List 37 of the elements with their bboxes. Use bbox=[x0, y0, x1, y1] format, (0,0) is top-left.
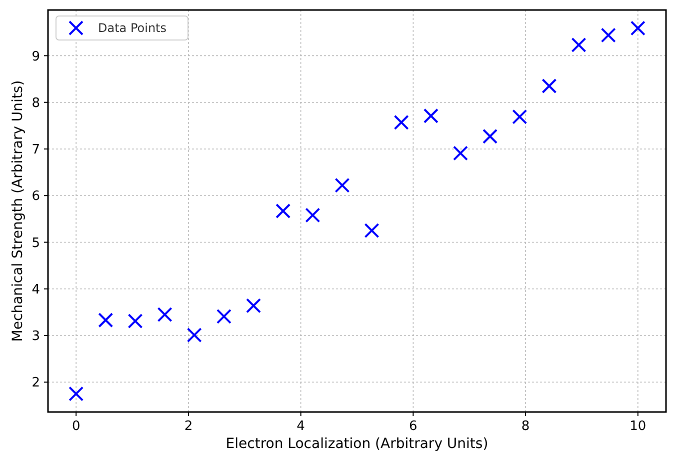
y-tick-label: 2 bbox=[32, 376, 40, 391]
y-tick-label: 9 bbox=[32, 49, 40, 64]
x-tick-label: 0 bbox=[72, 419, 80, 434]
point bbox=[128, 314, 143, 329]
y-tick-label: 8 bbox=[32, 96, 40, 111]
x-tick-label: 4 bbox=[296, 419, 305, 434]
point bbox=[512, 109, 528, 124]
y-tick-label: 6 bbox=[32, 189, 40, 204]
point bbox=[482, 128, 498, 144]
x-tick-label: 8 bbox=[521, 419, 530, 434]
point bbox=[571, 37, 586, 52]
y-tick-label: 4 bbox=[32, 282, 40, 298]
legend-label: Data Points bbox=[98, 21, 167, 36]
y-tick-label: 3 bbox=[32, 329, 40, 344]
point bbox=[276, 204, 291, 218]
y-axis-title: Mechanical Strength (Arbitrary Units) bbox=[10, 80, 26, 342]
x-axis-title: Electron Localization (Arbitrary Units) bbox=[226, 436, 488, 452]
point bbox=[246, 298, 262, 314]
x-tick-label: 2 bbox=[184, 419, 193, 434]
point bbox=[600, 28, 616, 43]
point bbox=[98, 312, 114, 328]
point bbox=[186, 328, 202, 343]
y-tick-label: 5 bbox=[32, 236, 40, 251]
point bbox=[157, 307, 172, 322]
point bbox=[394, 114, 409, 130]
y-tick-label: 7 bbox=[32, 142, 40, 158]
point bbox=[452, 146, 468, 161]
x-tick-label: 6 bbox=[409, 419, 418, 434]
point bbox=[305, 208, 320, 223]
x-tick-label: 10 bbox=[630, 419, 646, 434]
point bbox=[630, 20, 646, 36]
point bbox=[68, 386, 84, 402]
point bbox=[334, 178, 350, 193]
point bbox=[216, 308, 232, 324]
point bbox=[423, 108, 438, 124]
point bbox=[364, 223, 380, 238]
point bbox=[542, 78, 557, 94]
